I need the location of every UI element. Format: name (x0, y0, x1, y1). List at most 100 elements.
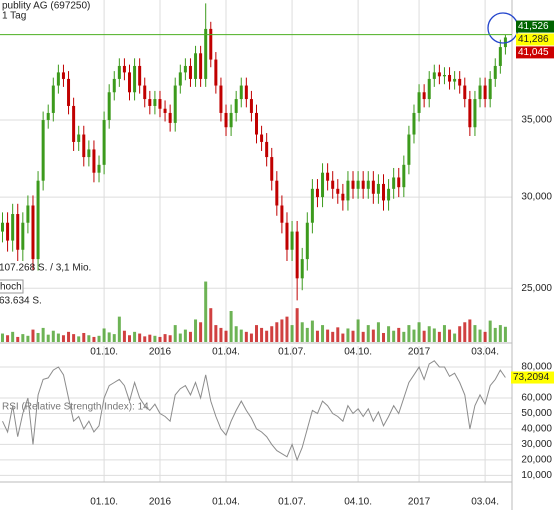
volume-bar (280, 319, 284, 342)
candle-body (371, 180, 375, 194)
volume-bar (382, 332, 385, 342)
volume-bar (275, 322, 279, 342)
candle-body (11, 214, 15, 241)
volume-bar (290, 325, 294, 342)
volume-bar (87, 335, 91, 342)
volume-bar (97, 335, 101, 342)
x-tick-label: 03.04. (471, 497, 499, 508)
volume-bar (6, 335, 10, 342)
volume-bar (437, 331, 441, 342)
y-tick-label: 80,000 (521, 362, 552, 373)
volume-bar (51, 330, 55, 342)
candle-body (16, 214, 20, 250)
candle-body (483, 85, 487, 100)
volume-bar (41, 327, 45, 342)
volume-bar (397, 327, 401, 342)
volume-bar (488, 320, 492, 342)
volume-bar (392, 330, 396, 342)
candle-body (412, 112, 416, 135)
x-tick-label: 01.10. (90, 347, 118, 358)
volume-bar (473, 325, 477, 342)
y-tick-label: 35,000 (521, 115, 552, 126)
volume-bar (448, 329, 452, 342)
y-tick-label: 30,000 (521, 192, 552, 203)
price-label: 41,526 (518, 21, 549, 32)
volume-bar (387, 326, 391, 342)
volume-bar (1, 333, 4, 342)
volume-bar (168, 335, 172, 342)
candle-body (442, 74, 446, 77)
candle-body (26, 205, 30, 223)
candle-body (422, 92, 426, 100)
volume-bar (214, 325, 218, 342)
y-tick-label: 20,000 (521, 455, 552, 466)
volume-annotation: hoch (0, 282, 22, 293)
volume-bar (376, 322, 380, 342)
candle-body (128, 72, 131, 93)
volume-bar (36, 332, 40, 342)
volume-bar (61, 335, 65, 342)
marks-layer (1, 3, 507, 462)
candle-body (326, 172, 330, 181)
volume-bar (432, 328, 436, 342)
rsi-title: RSI (Relative Strength Index): 14 (2, 402, 149, 413)
volume-bar (493, 327, 497, 342)
volume-bar (158, 336, 162, 342)
candle-body (315, 188, 319, 198)
candle-body (300, 259, 304, 279)
y-tick-label: 10,000 (521, 470, 552, 481)
volume-bar (133, 331, 137, 342)
x-tick-label: 2017 (408, 497, 431, 508)
volume-bar (117, 316, 121, 342)
candle-body (290, 231, 294, 250)
volume-bar (77, 336, 81, 342)
value-label: 73,2094 (513, 372, 550, 383)
candle-body (321, 172, 325, 198)
candle-body (285, 222, 289, 250)
x-tick-label: 01.10. (90, 497, 118, 508)
y-tick-label: 30,000 (521, 439, 552, 450)
candle-body (341, 193, 345, 201)
volume-bar (336, 327, 340, 342)
volume-bar (204, 281, 208, 342)
price-label-box (516, 33, 554, 46)
volume-bar (407, 325, 411, 342)
volume-bar (351, 330, 355, 342)
volume-bar (417, 322, 421, 342)
volume-bar (300, 322, 304, 342)
candle-body (153, 99, 157, 106)
candle-body (305, 222, 309, 260)
volume-bar (468, 319, 472, 342)
volume-bar (341, 333, 345, 342)
candle-body (463, 85, 467, 100)
candle-body (244, 85, 248, 100)
candle-body (453, 78, 457, 82)
volume-bar (458, 326, 462, 342)
candle-body (336, 188, 340, 194)
candle-body (21, 222, 25, 250)
candle-body (219, 85, 223, 113)
volume-bar (310, 320, 314, 342)
candle-body (260, 134, 264, 142)
x-tick-label: 01.07. (278, 497, 306, 508)
volume-bar (356, 319, 360, 342)
candle-body (199, 53, 203, 79)
candle-body (229, 112, 233, 128)
candle-body (112, 78, 116, 93)
volume-bar (295, 308, 299, 342)
candle-body (82, 134, 86, 158)
chart-title: publity AG (697250) (2, 1, 90, 12)
volume-bar (265, 330, 269, 342)
x-tick-label: 2016 (149, 347, 172, 358)
candle-body (67, 78, 71, 106)
volume-bar (315, 330, 319, 342)
candle-body (498, 47, 502, 66)
volume-bar (442, 325, 446, 342)
candle-body (427, 78, 431, 100)
candle-body (1, 222, 4, 232)
volume-bar (463, 322, 467, 342)
candle-body (102, 120, 106, 165)
candle-body (376, 183, 380, 194)
candle-body (280, 205, 284, 223)
